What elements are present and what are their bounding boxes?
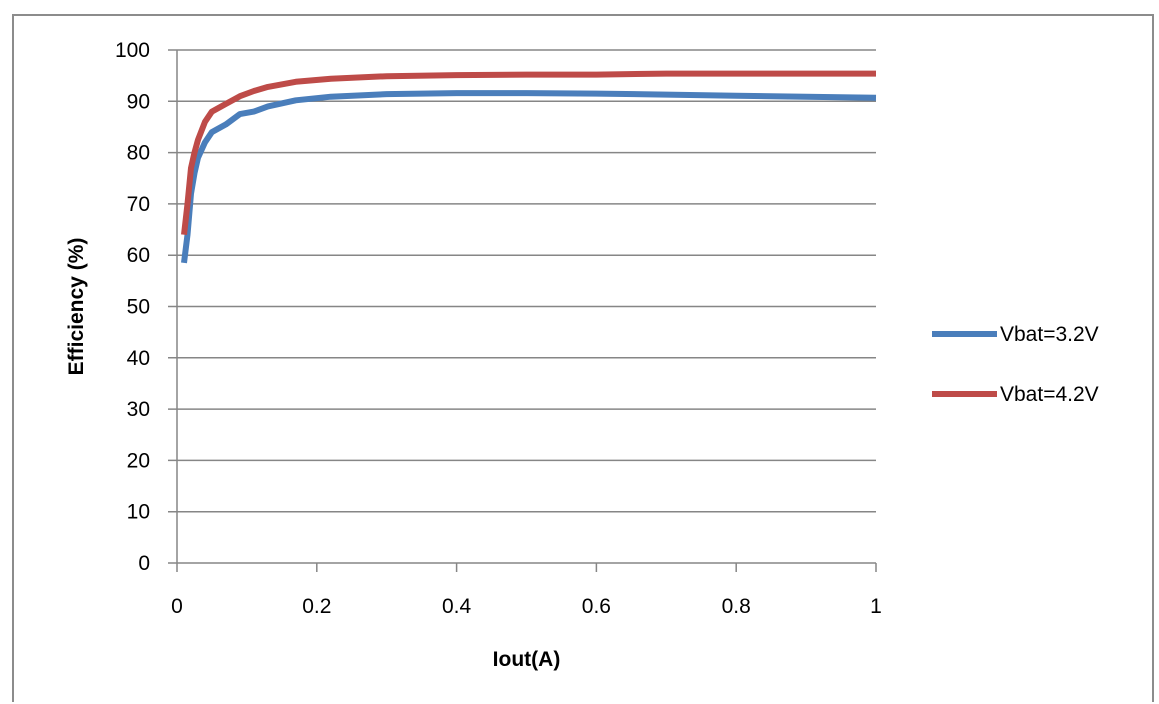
- y-tick-label: 0: [138, 552, 150, 575]
- x-tick-label: 0.4: [442, 595, 472, 618]
- x-axis-title: Iout(A): [493, 648, 561, 671]
- series-lines: [181, 70, 877, 264]
- legend-label-2: Vbat=4.2V: [1000, 383, 1099, 406]
- y-tick-label: 10: [127, 501, 150, 524]
- y-tick-label: 100: [115, 39, 150, 62]
- x-tick-label: 0.8: [722, 595, 751, 618]
- x-tick-label: 0: [171, 595, 183, 618]
- x-tick-labels: 0 0.2 0.4 0.6 0.8 1: [171, 595, 882, 618]
- legend: Vbat=3.2V Vbat=4.2V: [932, 323, 1099, 406]
- gridlines: [168, 49, 877, 572]
- y-tick-label: 20: [127, 449, 150, 472]
- y-tick-label: 70: [127, 193, 150, 216]
- y-axis-title: Efficiency (%): [65, 238, 88, 376]
- y-tick-labels: 0 10 20 30 40 50 60 70 80 90 100: [115, 39, 150, 575]
- y-tick-label: 90: [127, 90, 150, 113]
- x-tick-label: 0.6: [582, 595, 611, 618]
- x-tick-label: 0.2: [302, 595, 331, 618]
- y-tick-label: 80: [127, 142, 150, 165]
- y-tick-label: 30: [127, 398, 150, 421]
- legend-label-1: Vbat=3.2V: [1000, 323, 1099, 346]
- y-tick-label: 60: [127, 244, 150, 267]
- x-tick-label: 1: [870, 595, 882, 618]
- y-tick-label: 50: [127, 296, 150, 319]
- series-line-2: [181, 70, 876, 236]
- y-tick-label: 40: [127, 347, 150, 370]
- series-line-1: [181, 90, 877, 264]
